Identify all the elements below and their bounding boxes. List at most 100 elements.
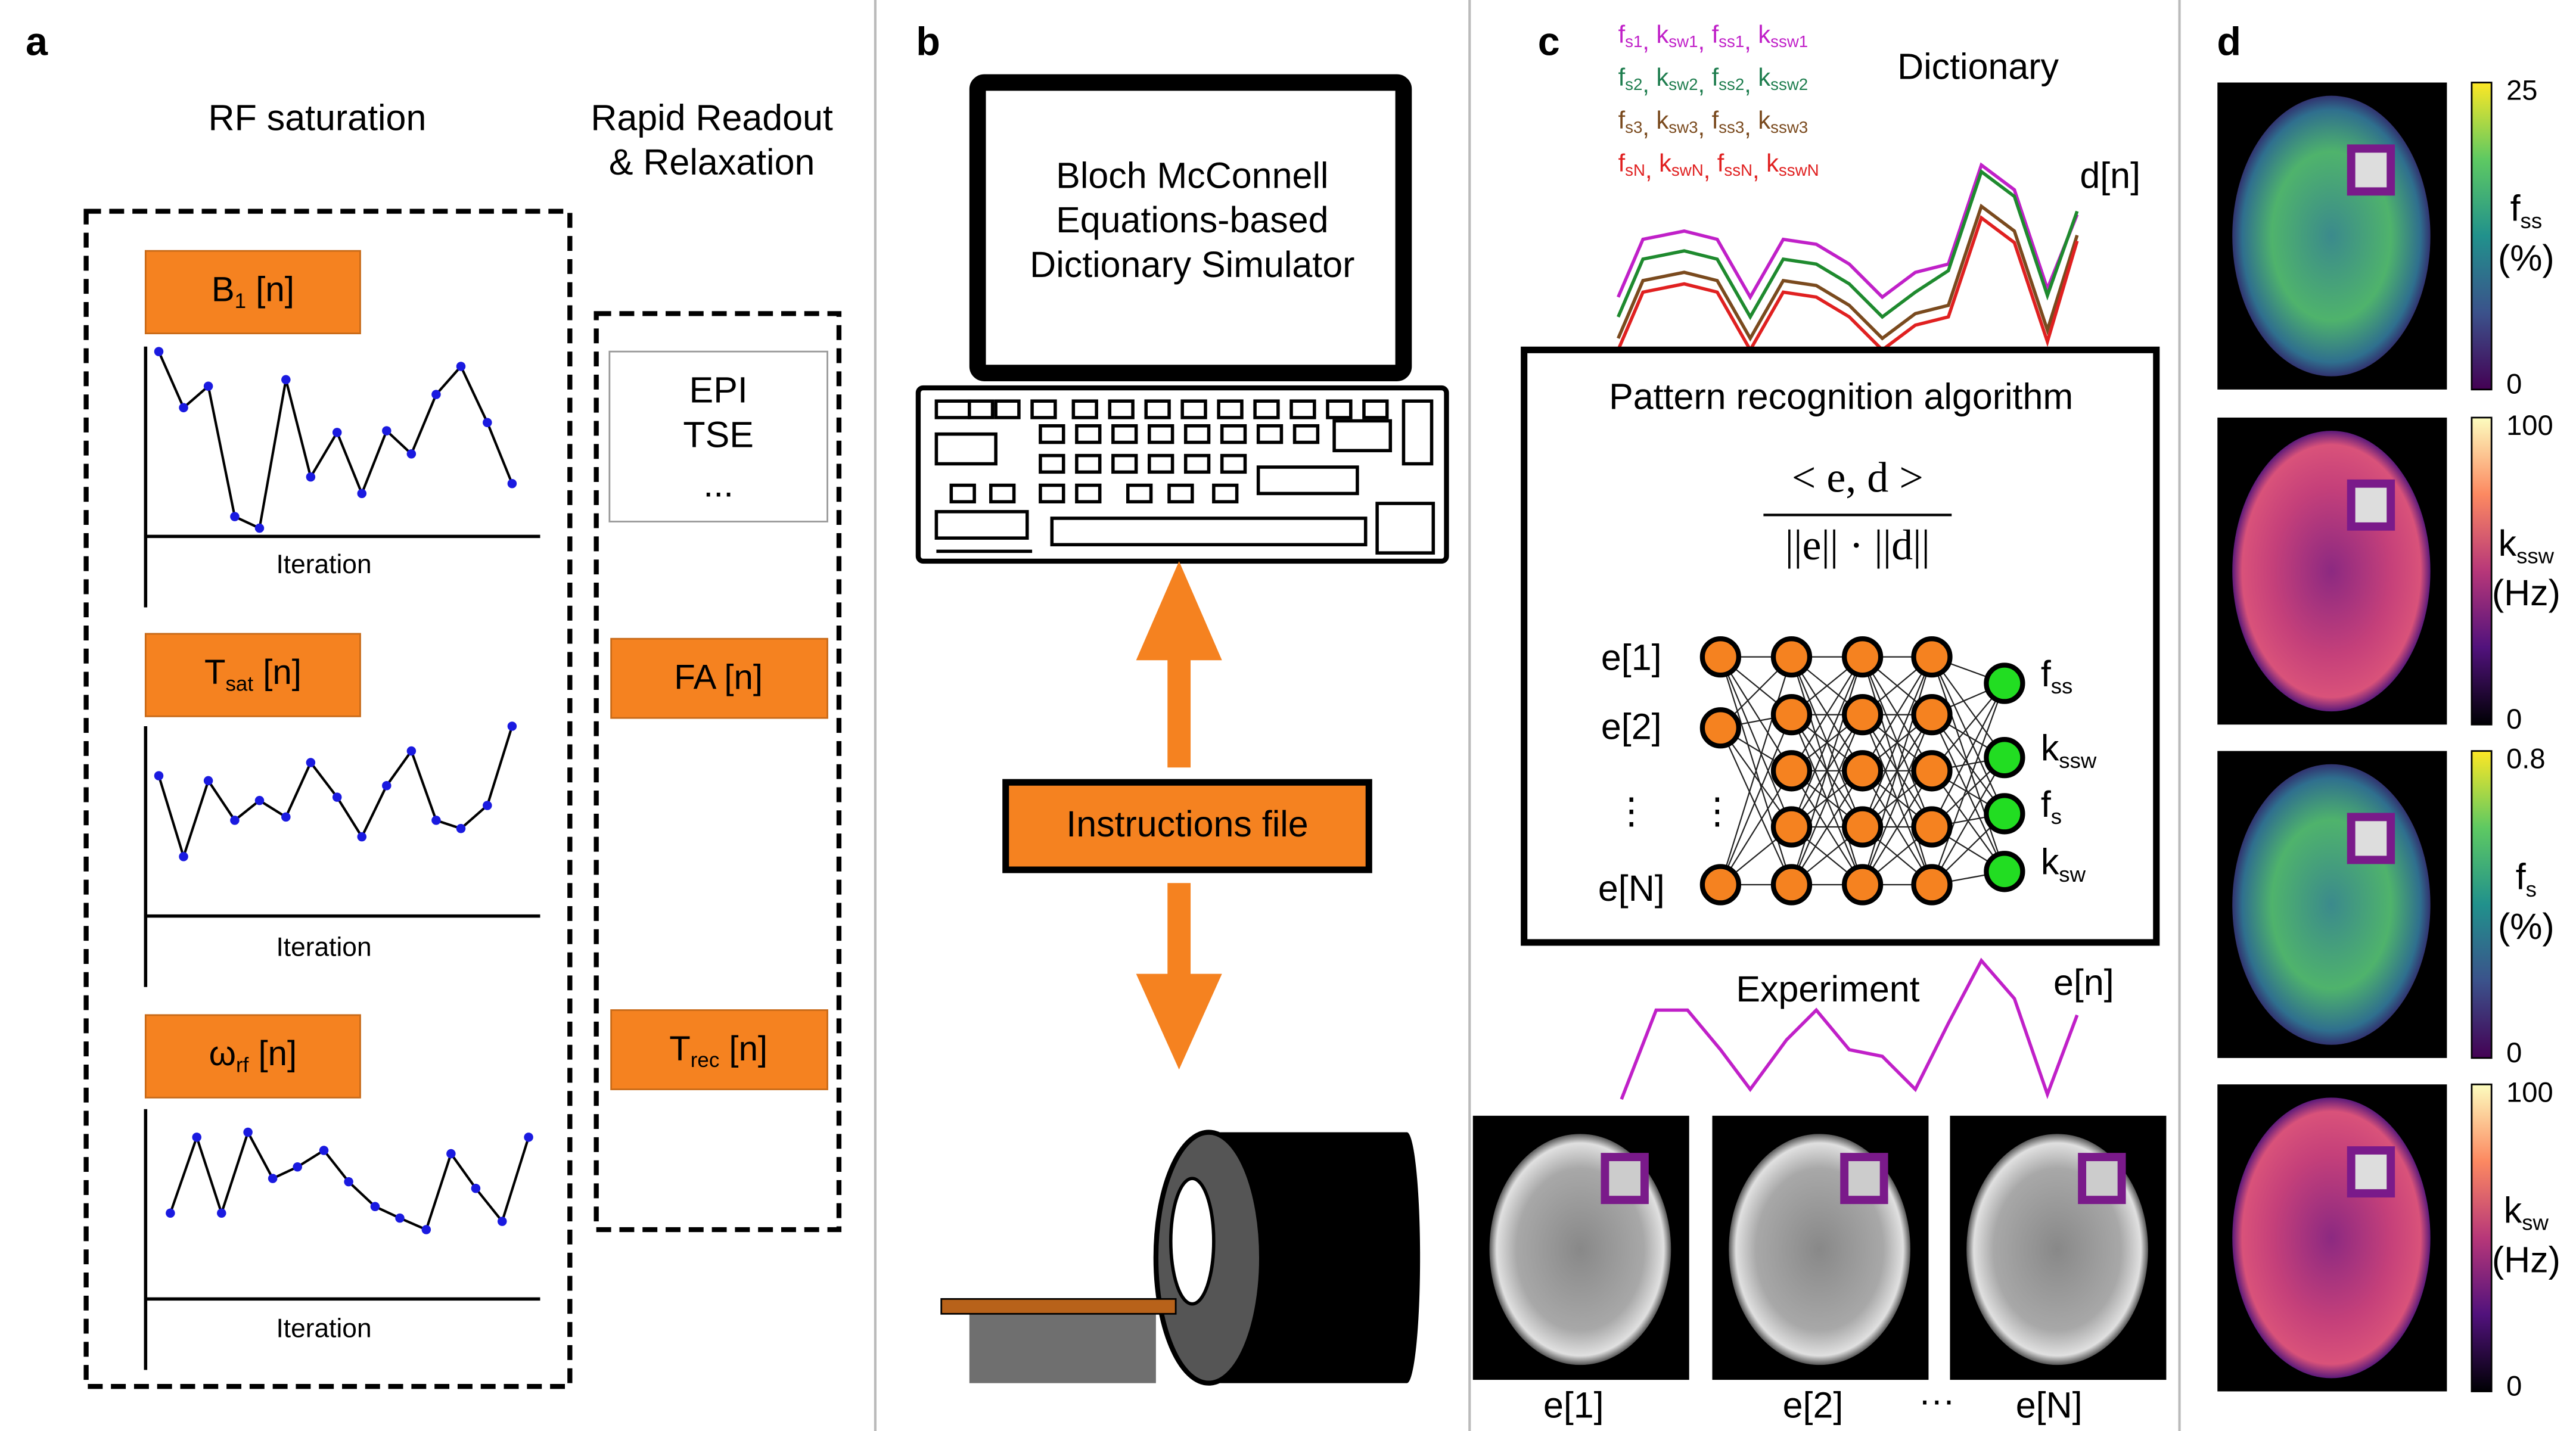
node-gap: ⋮ [1699,791,1735,831]
label-base: k [1656,106,1668,134]
label-base: k [2041,842,2059,882]
label-rest: [n] [246,270,294,309]
label-base: f [1618,63,1626,91]
separator: , [1698,113,1712,141]
schedule-point [281,812,291,822]
images [1472,1115,2167,1380]
node [1841,636,1884,678]
node [1911,806,1953,848]
schedule-point [268,1174,278,1183]
axis-label: Iteration [276,550,371,579]
schedule-point [230,512,240,521]
scanner [940,1130,1421,1386]
separator: , [1744,70,1758,98]
arrows [1136,561,1222,1070]
key [1126,483,1153,503]
connection [1720,727,1792,885]
dictionary-row: fs1, ksw1, fss1, kssw1 [1618,20,1809,55]
connection [1862,770,1932,885]
dictionary-curves [1617,162,2079,353]
key [1220,424,1247,444]
schedule-point [431,390,441,399]
schedule-point [497,1217,507,1226]
schedule-point [166,1208,175,1218]
colorbar-label: ksw [2504,1190,2549,1234]
separator: , [1752,155,1766,183]
colorbar [2471,750,2493,1059]
schedule-point [524,1133,533,1142]
panel-letter: b [916,20,940,64]
node [1984,851,2025,892]
network [1699,636,2025,906]
schedule-point [421,1225,431,1234]
schedule-point [456,362,466,371]
separator: , [1642,113,1656,141]
node [1984,662,2025,704]
roi [2347,813,2395,864]
connection [1791,657,1863,828]
formula-denominator: ||e|| · ||d|| [1785,521,1930,569]
label-sub: ssw [2516,543,2555,568]
roi [2347,144,2395,196]
roi [2347,479,2395,531]
key [968,399,995,419]
schedule-point [483,801,492,810]
label-base: k [2041,728,2059,769]
schedule-point [357,489,367,499]
param-box [610,1009,828,1090]
schedule-point [293,1162,302,1172]
colorbar-max: 100 [2506,1076,2553,1108]
label-sub: s [2526,877,2537,901]
schedule-point [154,347,164,356]
schedule-line [157,726,514,861]
label-sub: rf [236,1054,249,1077]
label-base: f [2041,784,2052,825]
label-sub: ssw2 [1770,75,1808,94]
instructions-box [1002,779,1372,873]
key [1326,399,1353,419]
colorbar-unit: (%) [2498,238,2555,278]
node [1699,636,1741,678]
label-sub: ssN [1724,161,1752,179]
label-base: f [1712,106,1719,134]
node [1841,750,1884,792]
key [1180,399,1207,419]
separator: , [1698,70,1712,98]
shape [1167,652,1191,768]
schedule-point [406,449,417,459]
label-base: f [1618,106,1626,134]
node [1841,806,1884,848]
panel-letter: d [2217,20,2241,64]
label-sub: ss2 [1719,75,1744,94]
label-sub: ss [2521,209,2543,233]
maps [2217,82,2493,1392]
schedule-point [357,832,367,842]
key [934,510,1029,540]
brain [2232,1097,2431,1379]
dictionary-curve [1617,162,2079,301]
schedule-point [203,381,213,391]
shape [940,1298,1177,1315]
key [1183,453,1211,474]
key [1183,424,1211,444]
input-label: ⋮ [1613,791,1649,831]
schedule-point [254,795,265,805]
label-sub: sN [1625,161,1645,179]
key [1108,399,1135,419]
label-base: f [1618,149,1626,177]
label-base: k [1758,63,1770,91]
node [1841,864,1884,906]
axis-label: Iteration [276,933,371,962]
key [1375,502,1435,555]
formula-numerator: < e, d > [1792,454,1924,502]
label-sub: sw3 [1668,118,1698,136]
key [1212,483,1239,503]
connection [1931,657,2005,814]
label-sub: ssw [2059,748,2097,773]
label-base: f [2510,188,2521,229]
dictionary-label: d[n] [2080,155,2140,195]
key [1220,453,1247,474]
label-sub: swN [1671,161,1704,179]
key [1148,453,1174,474]
label-sub: s1 [1625,32,1642,51]
